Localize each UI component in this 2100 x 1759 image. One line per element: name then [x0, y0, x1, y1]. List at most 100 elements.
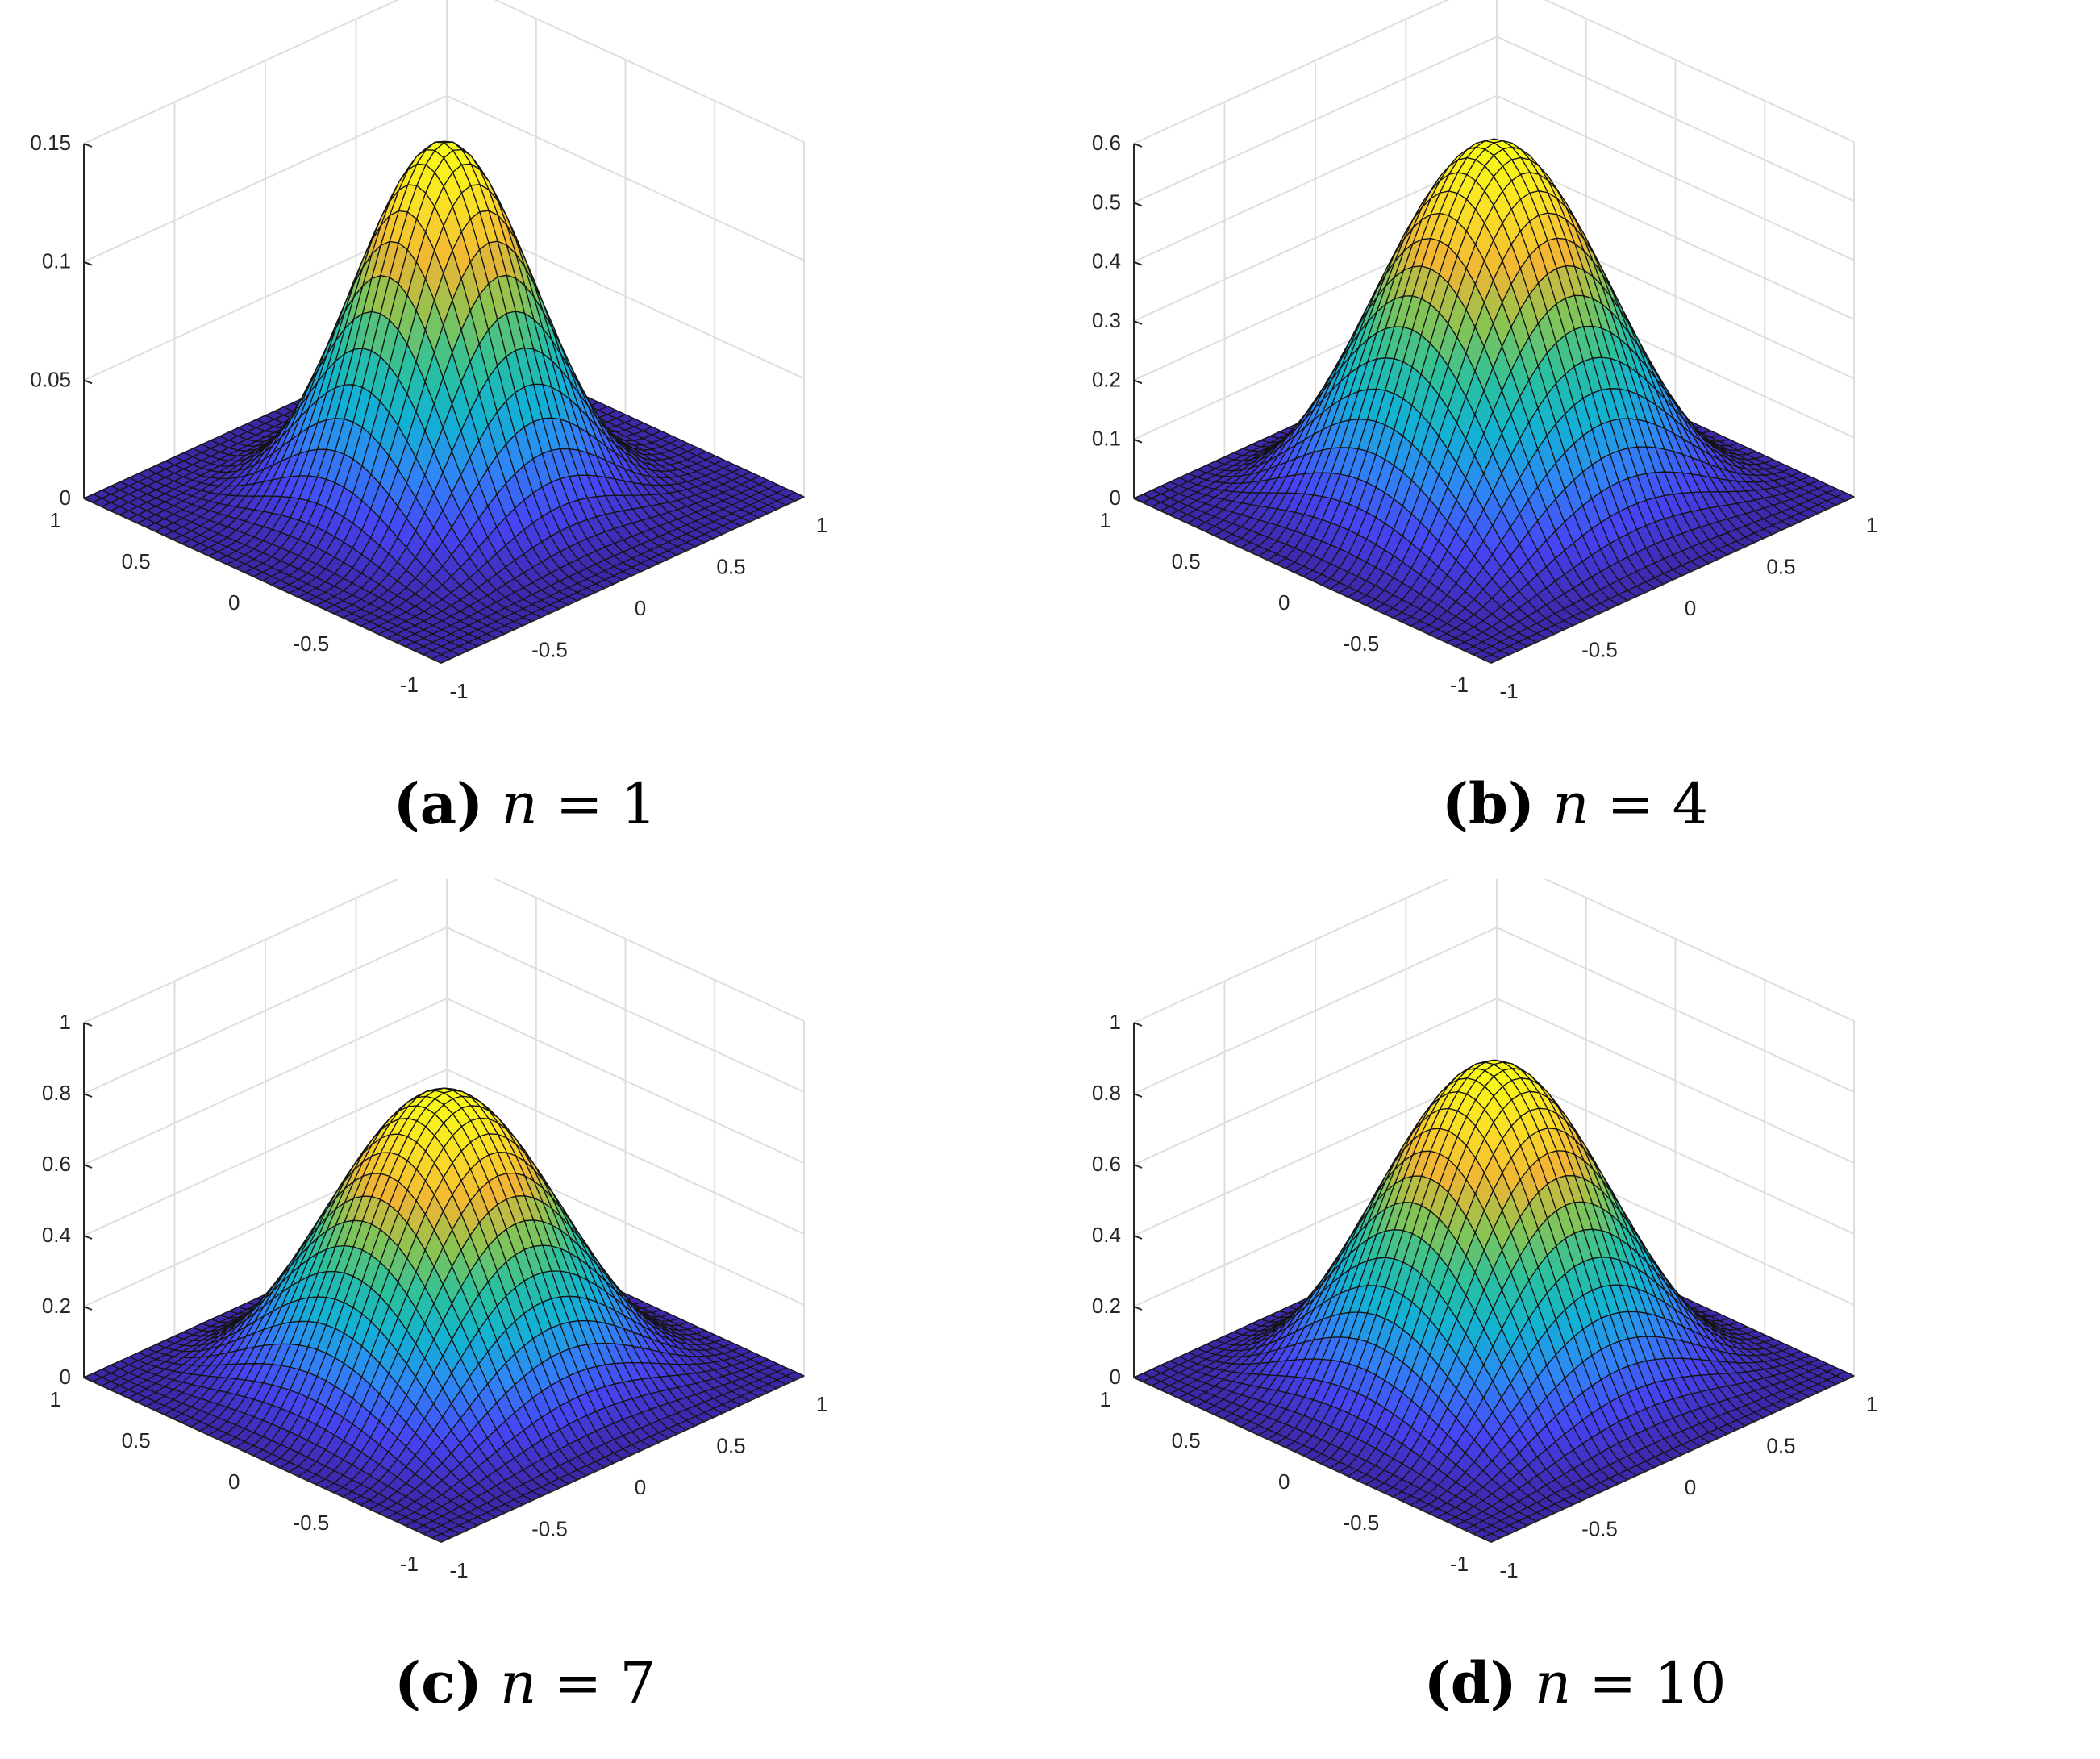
x-tick-label: 0: [635, 1475, 646, 1499]
y-axis-front: [1490, 496, 1855, 664]
axes: [83, 143, 805, 664]
x-tick-label: 1: [1866, 513, 1877, 537]
y-tick-label: 0.5: [122, 549, 151, 573]
x-tick-label: -0.5: [1581, 638, 1618, 662]
caption-c: (c) n = 7: [0, 1649, 1050, 1716]
subplot-d: 0 0.2 0.4 0.6 0.8 1 1 0.5 0 -0.5 -1 -1 -0.5 0 0.5 1 (d)…: [1050, 879, 2100, 1758]
z-tick-label: 0.3: [1092, 308, 1121, 332]
z-tick-mark: [83, 379, 93, 385]
subplot-b: 0 0.1 0.2 0.3 0.4 0.5 0.6 1 0.5 0 -0.5 -1 -1 -0.5 0 0.5…: [1050, 0, 2100, 879]
z-tick-label: 0.4: [42, 1223, 71, 1247]
x-tick-label: 0.5: [716, 1434, 745, 1458]
z-tick-mark: [1133, 498, 1143, 502]
x-tick-label: 0: [1685, 596, 1696, 620]
z-tick-label: 0: [60, 486, 71, 510]
z-tick-label: 0.2: [1092, 367, 1121, 391]
y-tick-label: -0.5: [1343, 631, 1379, 656]
caption-equals: =: [1606, 771, 1655, 837]
z-gridline: [83, 926, 805, 1094]
z-tick-label: 0.15: [30, 131, 71, 155]
axes: [1133, 143, 1855, 664]
y-tick-label: -1: [1450, 673, 1469, 697]
x-tick-label: -0.5: [531, 638, 568, 662]
z-tick-mark: [83, 1093, 93, 1098]
z-tick-mark: [83, 261, 93, 266]
z-gridline: [83, 0, 805, 144]
x-tick-label: -1: [449, 1558, 468, 1582]
caption-label: (b): [1441, 770, 1535, 837]
z-tick-mark: [83, 1377, 93, 1382]
caption-value: 4: [1672, 771, 1709, 837]
z-gridline: [1133, 879, 1855, 1023]
y-tick-label: 0: [228, 1469, 240, 1494]
caption-value: 7: [619, 1650, 656, 1716]
surface-plot-b: 0 0.1 0.2 0.3 0.4 0.5 0.6 1 0.5 0 -0.5 -1 -1 -0.5 0 0.5…: [1092, 0, 1877, 703]
z-tick-label: 1: [60, 1010, 71, 1034]
z-tick-mark: [83, 143, 93, 148]
subplot-a: 0 0.05 0.1 0.15 1 0.5 0 -0.5 -1 -1 -0.5 0 0.5 1 (a) n…: [0, 0, 1050, 879]
z-tick-label: 0: [60, 1365, 71, 1389]
z-tick-label: 0.05: [30, 367, 71, 391]
surface: [83, 1087, 805, 1543]
z-tick-mark: [1133, 320, 1143, 325]
caption-value: 1: [620, 771, 657, 837]
z-tick-label: 0.5: [1092, 190, 1121, 214]
x-tick-label: -1: [449, 679, 468, 703]
y-tick-label: -0.5: [293, 631, 329, 656]
z-tick-mark: [1133, 143, 1143, 148]
z-tick-mark: [83, 1306, 93, 1311]
z-tick-mark: [1133, 202, 1143, 207]
x-axis-front: [83, 1377, 442, 1543]
caption-variable: n: [501, 771, 538, 837]
y-tick-label: 1: [50, 1387, 61, 1411]
y-axis-front: [440, 496, 805, 664]
caption-a: (a) n = 1: [0, 770, 1050, 837]
y-tick-label: 1: [50, 508, 61, 532]
y-tick-label: -1: [400, 1552, 419, 1576]
z-gridline: [83, 879, 805, 1023]
x-tick-label: 0.5: [716, 555, 745, 579]
axes: [83, 1022, 805, 1543]
y-tick-label: 0: [228, 590, 240, 615]
x-axis-front: [83, 498, 442, 664]
y-tick-label: 0.5: [122, 1428, 151, 1453]
caption-equals: =: [554, 1650, 602, 1716]
caption-label: (a): [393, 770, 484, 837]
y-tick-label: 1: [1100, 508, 1111, 532]
z-tick-label: 0: [1110, 486, 1121, 510]
subplot-c: 0 0.2 0.4 0.6 0.8 1 1 0.5 0 -0.5 -1 -1 -0.5 0 0.5 1 (c)…: [0, 879, 1050, 1758]
caption-variable: n: [500, 1650, 537, 1716]
z-tick-mark: [1133, 438, 1143, 444]
z-tick-label: 0.4: [1092, 249, 1121, 273]
z-gridline: [1133, 0, 1855, 144]
surface: [1133, 138, 1855, 664]
y-tick-label: -1: [400, 673, 419, 697]
z-tick-mark: [83, 1164, 93, 1169]
caption-variable: n: [1552, 771, 1590, 837]
caption-b: (b) n = 4: [1050, 770, 2100, 837]
x-axis-front: [1133, 498, 1492, 664]
y-tick-label: 0: [1278, 590, 1290, 615]
z-tick-label: 0.2: [42, 1294, 71, 1318]
tick-labels: 0 0.1 0.2 0.3 0.4 0.5 0.6 1 0.5 0 -0.5 -1 -1 -0.5 0 0.5…: [1092, 131, 1877, 703]
x-tick-label: -0.5: [531, 1517, 568, 1541]
y-tick-label: 0.5: [1172, 549, 1201, 573]
z-tick-label: 0.1: [42, 249, 71, 273]
z-tick-mark: [1133, 379, 1143, 385]
x-tick-label: 0.5: [1766, 555, 1795, 579]
y-axis-front: [440, 1375, 805, 1543]
x-tick-label: 0: [635, 596, 646, 620]
z-tick-label: 0.1: [1092, 427, 1121, 451]
x-tick-label: -1: [1499, 679, 1518, 703]
x-tick-label: 1: [816, 1392, 827, 1416]
y-tick-label: -0.5: [293, 1511, 329, 1535]
caption-label: (c): [394, 1649, 482, 1716]
z-tick-label: 0.8: [42, 1081, 71, 1105]
z-tick-label: 0.6: [1092, 131, 1121, 155]
caption-equals: =: [555, 771, 603, 837]
